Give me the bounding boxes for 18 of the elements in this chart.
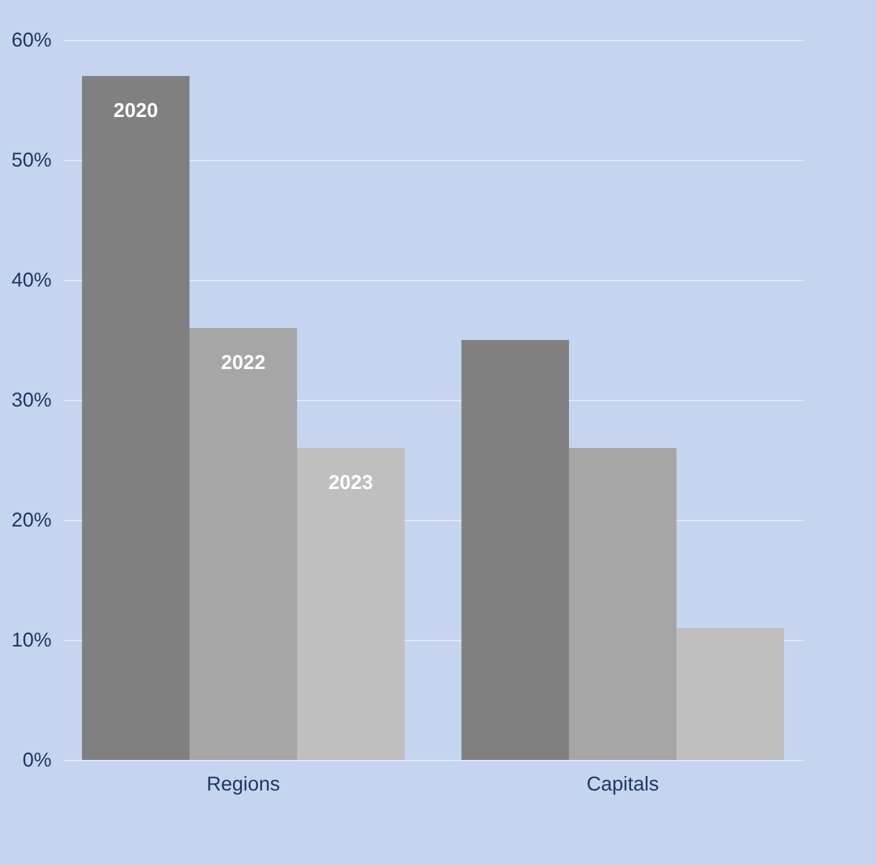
y-tick-label: 60% <box>11 30 52 52</box>
y-tick-label: 40% <box>11 270 52 292</box>
series-label: 2020 <box>113 100 158 122</box>
series-label: 2022 <box>221 352 266 374</box>
bar <box>82 76 190 760</box>
bar <box>297 448 405 760</box>
y-tick-label: 10% <box>11 630 52 652</box>
bar <box>568 448 677 760</box>
bar <box>189 328 298 760</box>
series-label: 2023 <box>328 472 374 494</box>
x-tick-label: Capitals <box>586 774 659 796</box>
y-tick-label: 0% <box>22 750 52 772</box>
x-tick-label: Regions <box>206 774 280 796</box>
y-tick-label: 50% <box>11 150 52 172</box>
y-tick-label: 20% <box>11 510 52 532</box>
bar <box>461 340 569 760</box>
y-tick-label: 30% <box>11 390 52 412</box>
bar <box>676 628 784 760</box>
